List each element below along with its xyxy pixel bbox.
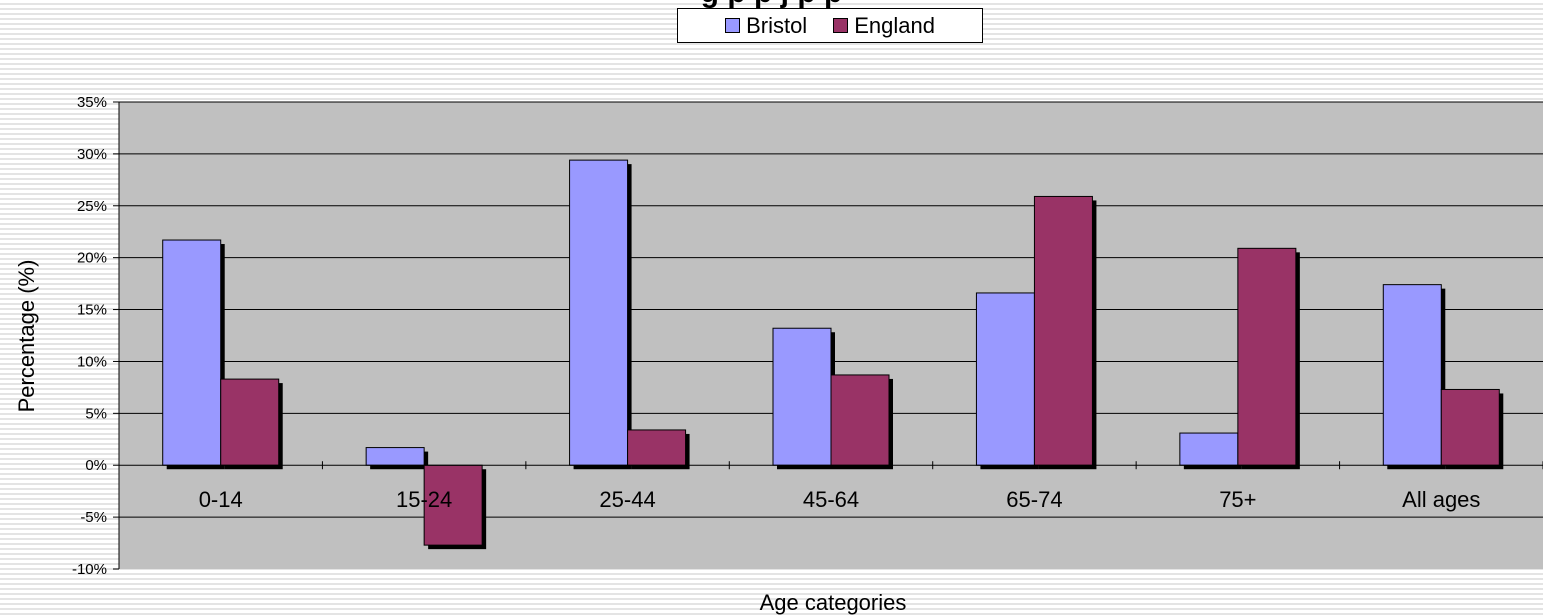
- chart-title: g p p j p p: [0, 0, 1543, 16]
- y-tick-label: 15%: [77, 302, 107, 319]
- x-tick-label: All ages: [1402, 487, 1480, 512]
- bars: [162, 159, 1504, 550]
- bar-england: [220, 378, 280, 466]
- bar-england: [1440, 388, 1500, 466]
- legend-label-bristol: Bristol: [746, 12, 808, 38]
- bar-england: [423, 464, 483, 546]
- bar-bristol: [365, 447, 425, 466]
- y-tick-label: 5%: [85, 405, 107, 422]
- bar-bristol: [1179, 432, 1239, 466]
- x-tick-labels: 0-14 15-24 25-44 45-64 65-74 75+ All ages: [199, 487, 1481, 512]
- x-tick-label: 75+: [1219, 487, 1256, 512]
- legend-item-england: England: [833, 13, 935, 39]
- bar-bristol: [975, 292, 1035, 466]
- bar-england: [1237, 247, 1297, 466]
- y-tick-label: 35%: [77, 94, 107, 111]
- legend-swatch-bristol: [725, 18, 741, 33]
- x-tick-label: 15-24: [396, 487, 452, 512]
- x-axis-title: Age categories: [760, 590, 907, 615]
- grid-lines: [119, 101, 1543, 518]
- y-tick-labels: -10% -5% 0% 5% 10% 15% 20% 25% 30% 35%: [72, 94, 107, 578]
- x-tick-label: 0-14: [199, 487, 243, 512]
- y-tick-label: 30%: [77, 146, 107, 163]
- x-tick-label: 45-64: [803, 487, 859, 512]
- legend: Bristol England: [677, 8, 983, 43]
- bar-bristol: [162, 239, 222, 466]
- bar-england: [830, 374, 890, 466]
- legend-swatch-england: [833, 18, 849, 33]
- bar-bristol: [772, 327, 832, 466]
- bar-bristol: [1382, 284, 1442, 466]
- y-axis-title: Percentage (%): [14, 260, 39, 413]
- bar-england: [627, 429, 687, 466]
- legend-item-bristol: Bristol: [725, 13, 807, 39]
- bar-england: [1033, 195, 1093, 466]
- legend-label-england: England: [854, 12, 935, 38]
- y-tick-label: 25%: [77, 198, 107, 215]
- x-tick-label: 25-44: [599, 487, 655, 512]
- x-tick-label: 65-74: [1006, 487, 1062, 512]
- y-tick-label: -5%: [80, 509, 107, 526]
- y-tick-label: 0%: [85, 457, 107, 474]
- y-tick-label: -10%: [72, 561, 107, 578]
- y-tick-label: 10%: [77, 353, 107, 370]
- bar-bristol: [569, 159, 629, 466]
- y-tick-label: 20%: [77, 250, 107, 267]
- axes: [113, 101, 1543, 570]
